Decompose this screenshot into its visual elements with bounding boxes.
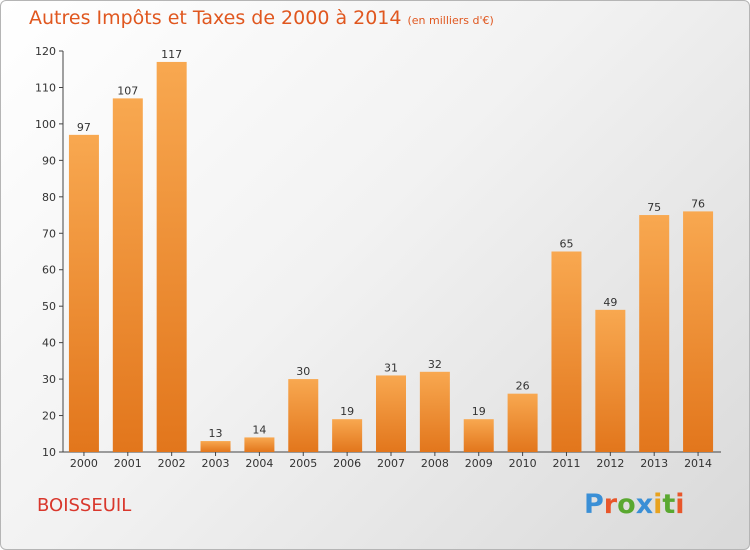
x-tick-label-2005: 2005 xyxy=(289,457,317,470)
value-label-2011: 65 xyxy=(559,238,573,251)
x-tick-label-2006: 2006 xyxy=(333,457,361,470)
x-tick-label-2003: 2003 xyxy=(202,457,230,470)
value-label-2000: 97 xyxy=(77,121,91,134)
value-label-2006: 19 xyxy=(340,405,354,418)
y-tick-label: 40 xyxy=(42,337,56,350)
commune-name: BOISSEUIL xyxy=(37,495,132,516)
logo-letter: t xyxy=(662,489,676,520)
value-label-2005: 30 xyxy=(296,365,310,378)
y-tick-label: 10 xyxy=(42,446,56,459)
bar-2002 xyxy=(156,61,187,452)
x-tick-label-2004: 2004 xyxy=(245,457,273,470)
proxiti-logo: Proxiti xyxy=(584,489,685,520)
y-tick-label: 60 xyxy=(42,264,56,277)
bars: 97 107 117 13 14 30 19 31 32 19 26 65 49 75 76 xyxy=(68,48,714,453)
y-tick-label: 20 xyxy=(42,410,56,423)
bar-2005 xyxy=(288,379,319,452)
bar-2010 xyxy=(507,393,538,452)
y-tick-label: 110 xyxy=(35,81,56,94)
logo-letter: P xyxy=(584,489,604,520)
bar-2003 xyxy=(200,441,231,452)
bar-2012 xyxy=(595,309,626,452)
x-tick-label-2009: 2009 xyxy=(465,457,493,470)
y-tick-label: 120 xyxy=(35,45,56,58)
bar-2000 xyxy=(68,134,99,452)
bar-2009 xyxy=(463,419,494,452)
bar-2007 xyxy=(376,375,406,452)
value-label-2012: 49 xyxy=(603,296,617,309)
value-label-2009: 19 xyxy=(472,405,486,418)
x-tick-label-2008: 2008 xyxy=(421,457,449,470)
x-tick-label-2014: 2014 xyxy=(684,457,712,470)
x-tick-label-2010: 2010 xyxy=(509,457,537,470)
x-tick-label-2000: 2000 xyxy=(70,457,98,470)
logo-letter: i xyxy=(653,489,663,520)
title-text: Autres Impôts et Taxes de 2000 à 2014 xyxy=(29,7,402,29)
bar-2006 xyxy=(332,419,363,452)
bar-2001 xyxy=(112,98,143,453)
bar-2004 xyxy=(244,437,275,452)
bar-2008 xyxy=(419,371,450,452)
title-unit: (en milliers d'€) xyxy=(407,14,494,27)
value-label-2013: 75 xyxy=(647,201,661,214)
y-tick-label: 30 xyxy=(42,373,56,386)
chart-title: Autres Impôts et Taxes de 2000 à 2014 (en… xyxy=(29,7,494,29)
x-tick-label-2011: 2011 xyxy=(552,457,580,470)
value-label-2002: 117 xyxy=(161,48,182,61)
value-label-2001: 107 xyxy=(117,84,138,97)
x-tick-label-2012: 2012 xyxy=(596,457,624,470)
bar-2011 xyxy=(551,251,582,452)
x-tick-label-2007: 2007 xyxy=(377,457,405,470)
x-tick-label-2001: 2001 xyxy=(114,457,142,470)
value-label-2003: 13 xyxy=(209,427,223,440)
y-tick-label: 80 xyxy=(42,191,56,204)
value-label-2008: 32 xyxy=(428,358,442,371)
y-tick-label: 70 xyxy=(42,227,56,240)
value-label-2004: 14 xyxy=(252,423,266,436)
x-tick-label-2002: 2002 xyxy=(158,457,186,470)
bar-2013 xyxy=(639,215,670,452)
value-label-2007: 31 xyxy=(384,361,398,374)
logo-letter: i xyxy=(675,489,685,520)
y-tick-label: 90 xyxy=(42,154,56,167)
x-tick-label-2013: 2013 xyxy=(640,457,668,470)
logo-letter: o xyxy=(617,489,636,520)
logo-letter: r xyxy=(603,489,618,520)
y-tick-label: 100 xyxy=(35,118,56,131)
value-label-2014: 76 xyxy=(691,197,705,210)
y-tick-label: 50 xyxy=(42,300,56,313)
bar-2014 xyxy=(683,211,714,452)
value-label-2010: 26 xyxy=(516,380,530,393)
logo-letter: x xyxy=(635,489,654,520)
